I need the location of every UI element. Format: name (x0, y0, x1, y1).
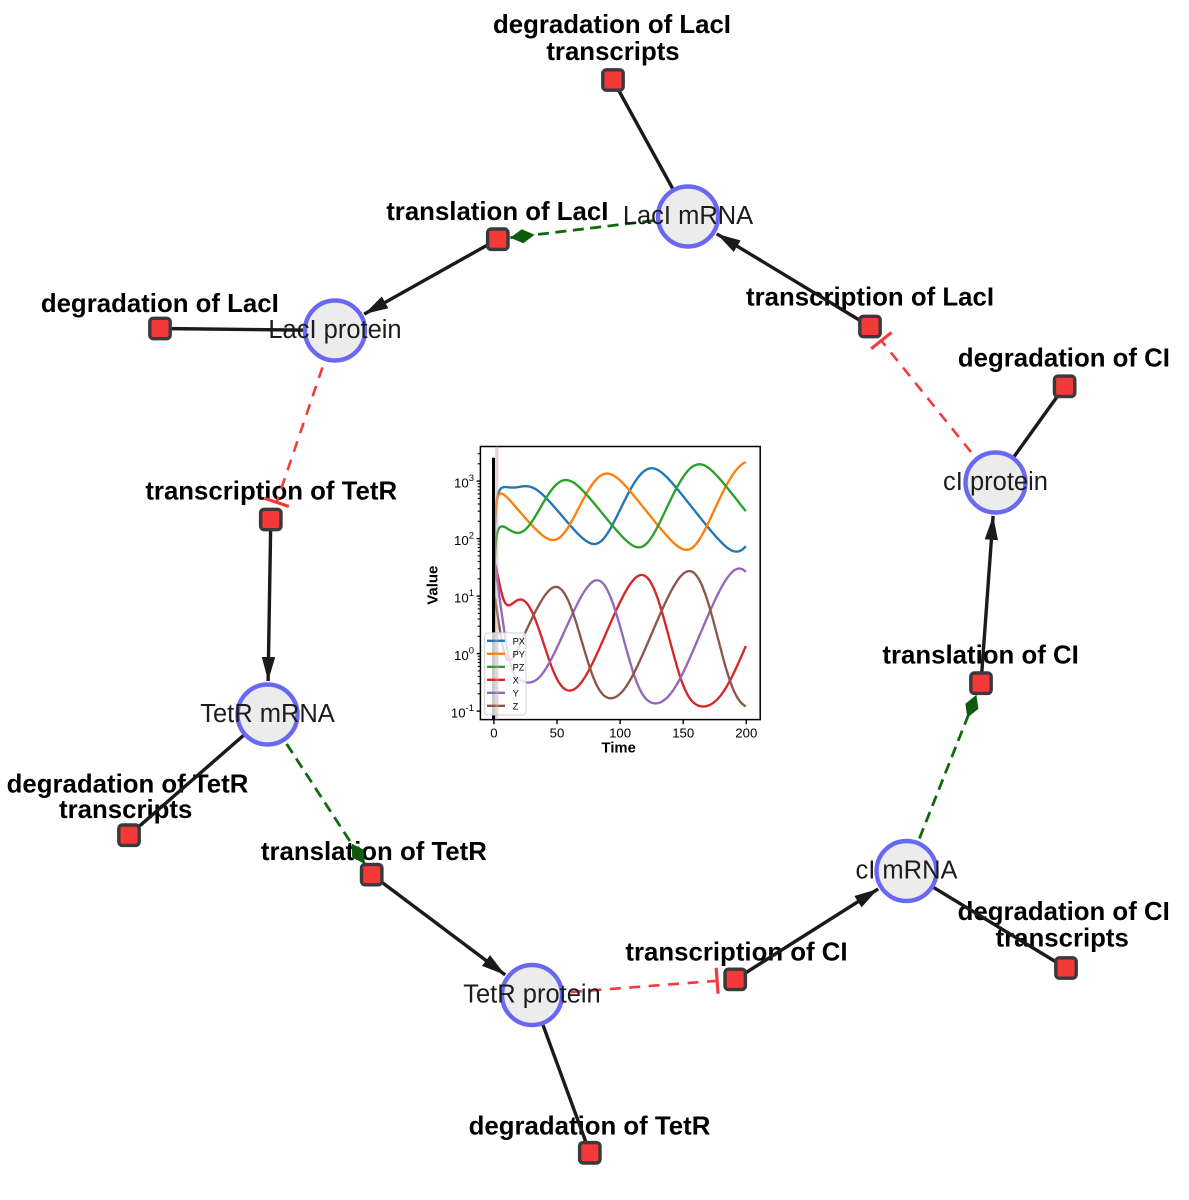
svg-text:102: 102 (454, 531, 474, 548)
svg-text:degradation of TetR: degradation of TetR (7, 771, 249, 799)
svg-text:degradation of LacI: degradation of LacI (493, 11, 731, 39)
svg-text:100: 100 (454, 646, 474, 663)
svg-text:LacI protein: LacI protein (268, 316, 401, 344)
svg-text:degradation of CI: degradation of CI (958, 898, 1170, 926)
svg-text:transcription of CI: transcription of CI (625, 938, 847, 966)
svg-text:150: 150 (672, 725, 694, 740)
svg-text:TetR mRNA: TetR mRNA (200, 700, 335, 728)
svg-text:100: 100 (609, 725, 631, 740)
svg-text:Value: Value (425, 566, 442, 605)
svg-text:translation of CI: translation of CI (882, 641, 1078, 669)
svg-text:degradation of LacI: degradation of LacI (41, 290, 279, 318)
svg-text:Y: Y (513, 688, 519, 698)
svg-text:degradation of TetR: degradation of TetR (469, 1113, 711, 1141)
svg-text:transcription of LacI: transcription of LacI (746, 284, 994, 312)
svg-text:X: X (513, 675, 519, 685)
svg-text:translation of TetR: translation of TetR (261, 838, 487, 866)
svg-text:103: 103 (454, 473, 474, 490)
svg-text:translation of LacI: translation of LacI (386, 198, 608, 226)
svg-text:Time: Time (602, 741, 636, 757)
svg-text:Z: Z (513, 701, 519, 711)
svg-text:PX: PX (513, 636, 525, 646)
svg-text:degradation of CI: degradation of CI (958, 344, 1170, 372)
svg-text:200: 200 (735, 725, 757, 740)
svg-text:transcripts: transcripts (546, 38, 679, 66)
svg-text:transcripts: transcripts (59, 796, 192, 824)
svg-text:cI protein: cI protein (943, 468, 1048, 496)
svg-text:PZ: PZ (513, 662, 525, 672)
svg-text:TetR protein: TetR protein (463, 981, 601, 1009)
svg-text:PY: PY (513, 649, 525, 659)
svg-text:10-1: 10-1 (451, 703, 474, 720)
svg-text:cI mRNA: cI mRNA (856, 857, 958, 885)
svg-text:0: 0 (490, 725, 497, 740)
svg-text:50: 50 (550, 725, 565, 740)
svg-text:101: 101 (454, 588, 474, 605)
svg-text:LacI mRNA: LacI mRNA (623, 202, 753, 230)
